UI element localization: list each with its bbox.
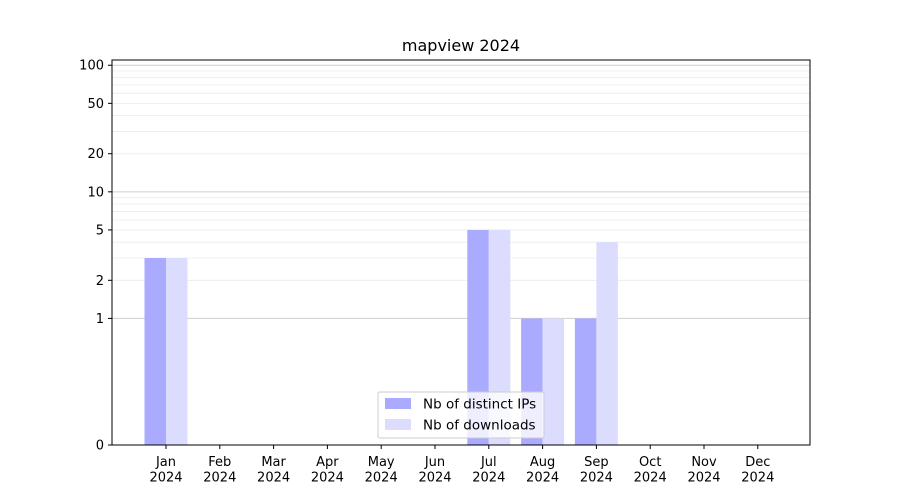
x-tick-label: Jul 2024: [472, 455, 505, 486]
y-tick-label: 0: [96, 439, 104, 454]
legend-label-distinct-ips: Nb of distinct IPs: [423, 397, 536, 413]
x-tick-label: Jun 2024: [418, 455, 451, 486]
bar-distinct-ips-9: [574, 318, 597, 445]
plot-frame: [111, 59, 811, 446]
legend-label-downloads: Nb of downloads: [423, 418, 536, 434]
y-tick-label: 50: [87, 97, 104, 112]
legend-swatch-distinct-ips: [385, 398, 411, 409]
x-tick-label: Oct 2024: [634, 455, 667, 486]
bar-distinct-ips-7: [467, 229, 489, 445]
bar-distinct-ips-1: [144, 258, 166, 445]
y-tick-label: 1: [96, 312, 104, 327]
legend-box: [377, 391, 545, 439]
x-tick-label: Sep 2024: [580, 455, 613, 486]
y-tick-label: 5: [96, 223, 104, 238]
y-tick-label: 2: [96, 274, 104, 289]
x-tick-label: Jan 2024: [149, 455, 182, 486]
x-tick-label: May 2024: [365, 455, 398, 486]
x-tick-label: Aug 2024: [526, 455, 559, 486]
bars-layer: [144, 229, 618, 445]
legend-swatch-downloads: [385, 419, 411, 430]
bar-downloads-8: [542, 318, 565, 445]
legend: Nb of distinct IPs Nb of downloads: [377, 391, 545, 439]
bar-downloads-1: [166, 258, 188, 445]
y-axis: 0 1 2 5 10 20 50 100: [79, 59, 112, 454]
x-tick-label: Nov 2024: [687, 455, 720, 486]
y-tick-label: 20: [87, 147, 104, 162]
grid-layer: [112, 64, 810, 319]
x-tick-label: Mar 2024: [257, 455, 290, 486]
x-tick-label: Feb 2024: [203, 455, 236, 486]
x-axis: Jan 2024 Feb 2024 Mar 2024 Apr 2024 May 2024 Jun 20…: [149, 445, 774, 486]
x-tick-label: Apr 2024: [311, 455, 344, 486]
chart-title: mapview 2024: [402, 36, 520, 55]
bar-downloads-7: [488, 229, 511, 445]
bar-downloads-9: [596, 242, 618, 445]
y-tick-label: 100: [79, 59, 104, 74]
x-tick-label: Dec 2024: [741, 455, 774, 486]
y-tick-label: 10: [87, 185, 104, 200]
